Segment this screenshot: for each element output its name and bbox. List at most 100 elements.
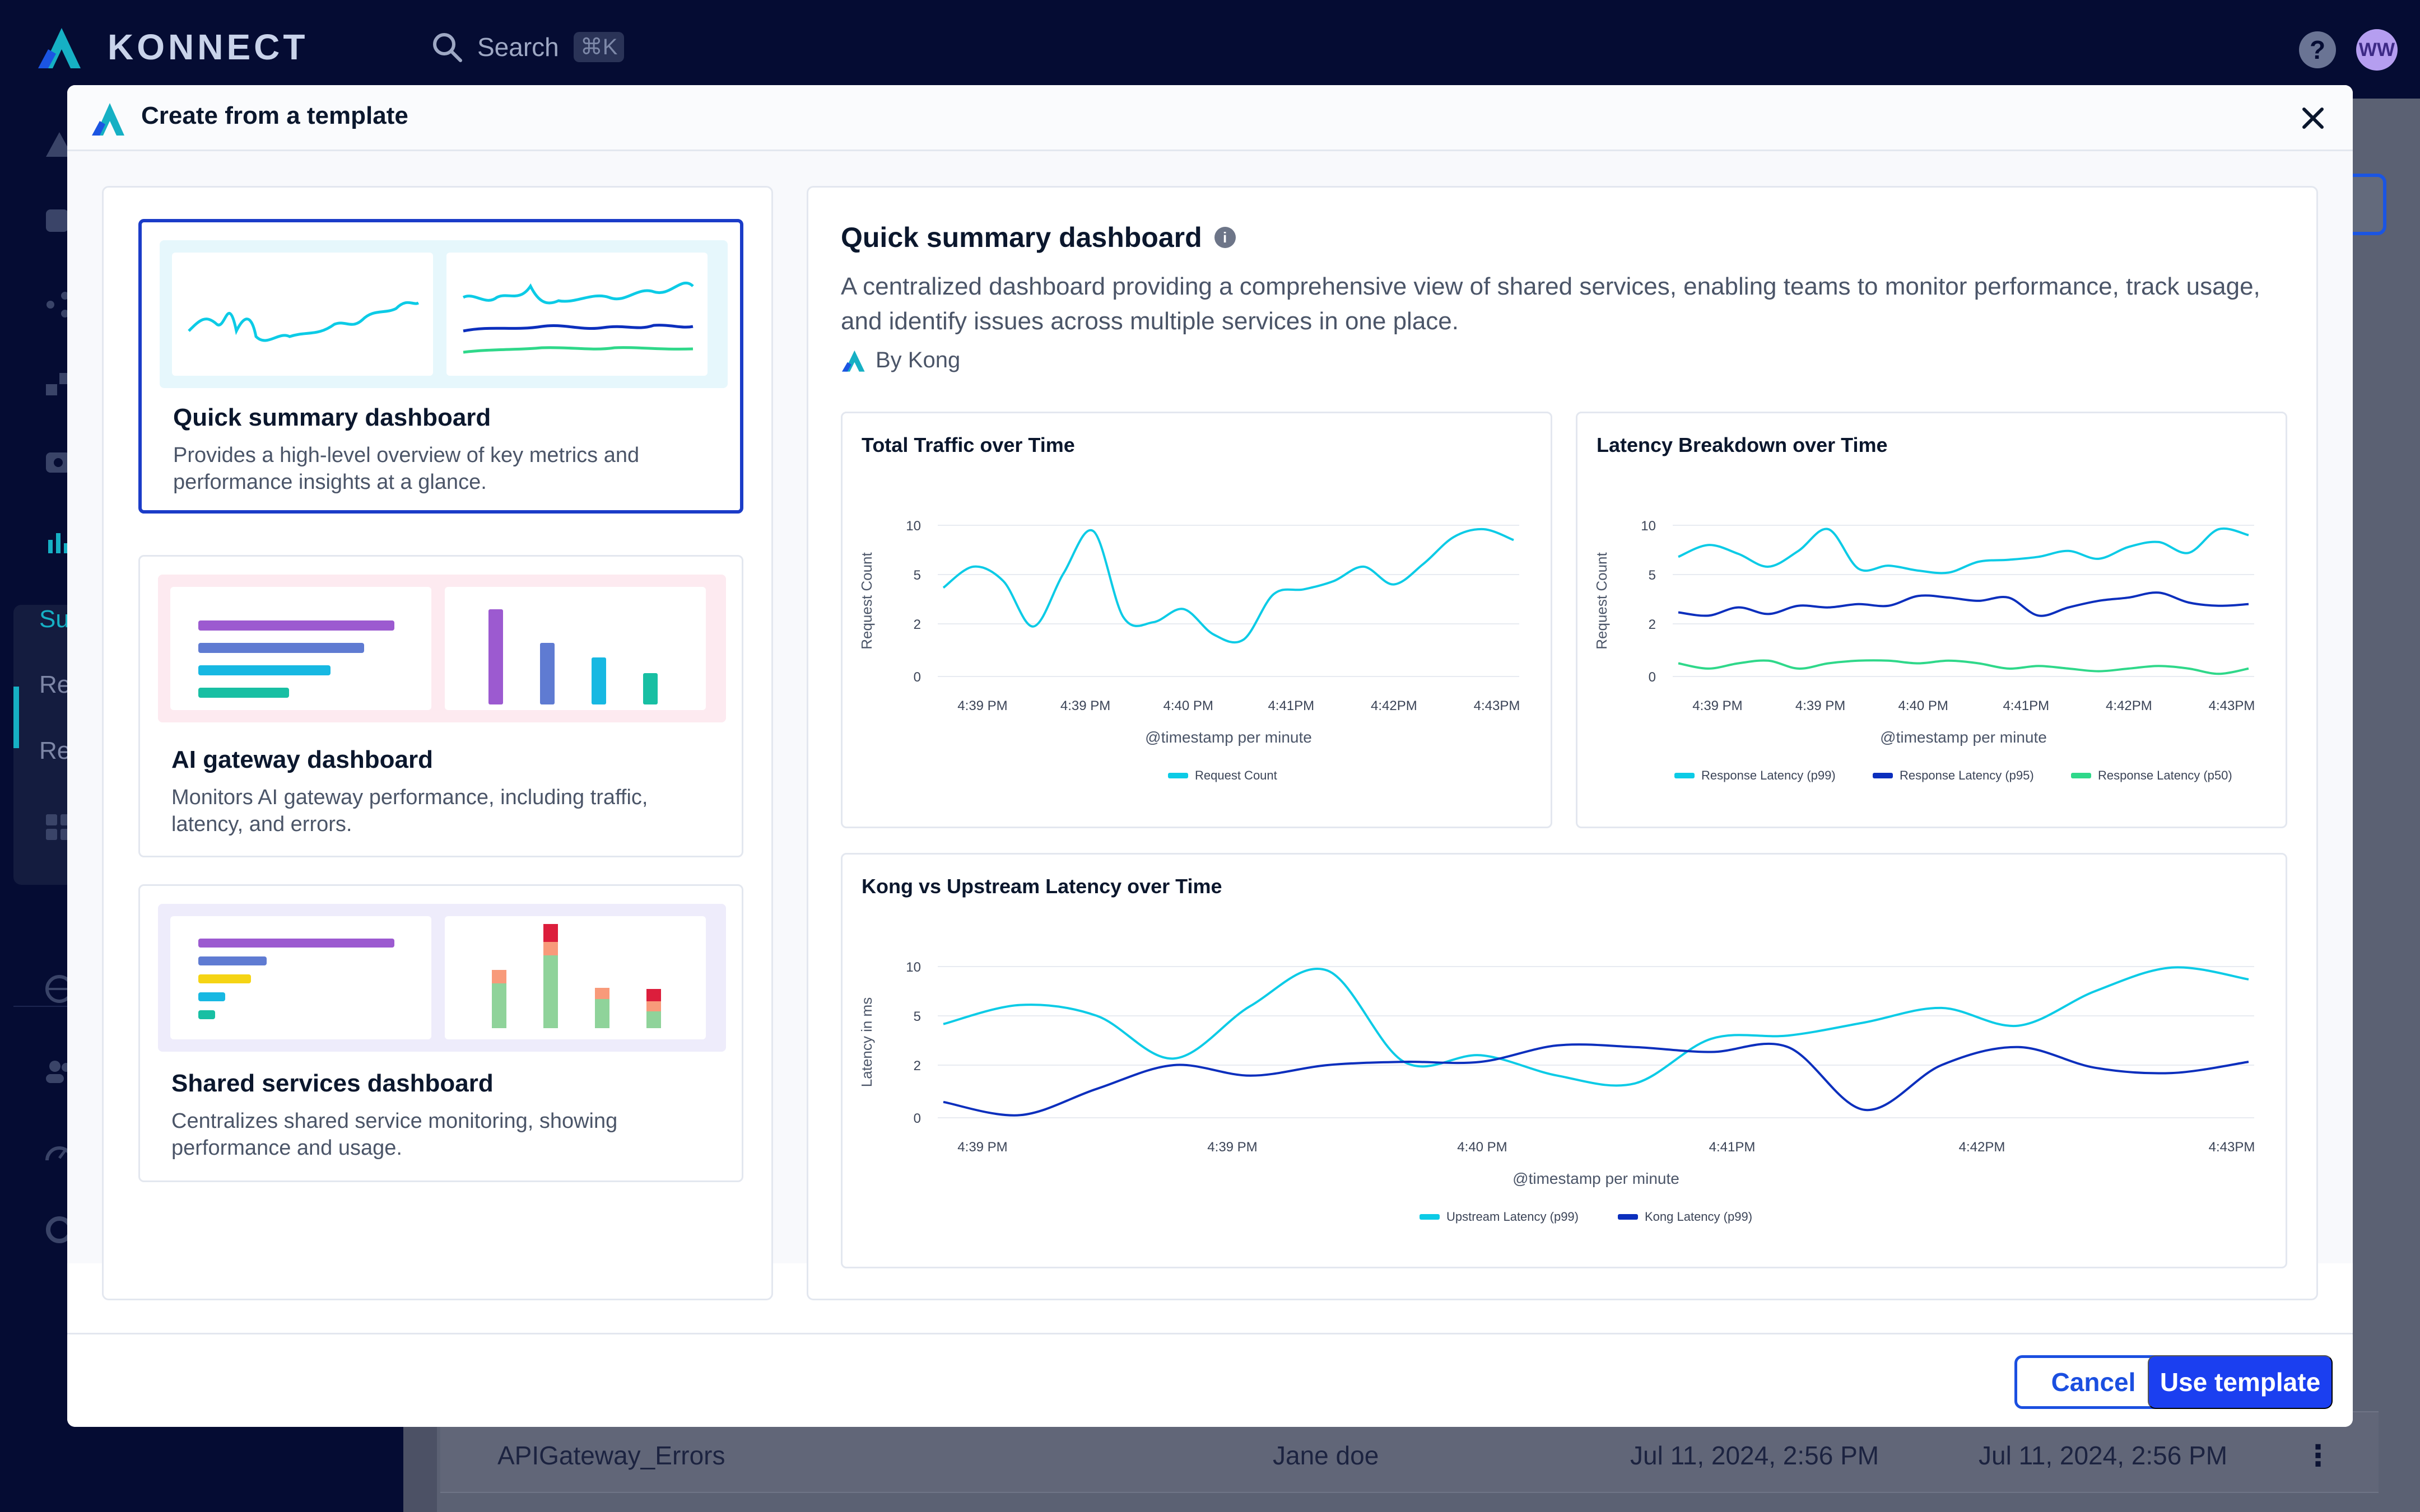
x-tick-label: 4:41PM	[2003, 698, 2049, 713]
search-label: Search	[477, 32, 559, 62]
sidebar-item-reports[interactable]: Re	[39, 737, 71, 764]
y-tick-label: 10	[906, 519, 921, 534]
legend-label: Response Latency (p95)	[1900, 768, 2034, 782]
chart-latency-breakdown: Latency Breakdown over Time 10 5 2 0 Request…	[1576, 412, 2287, 828]
chart-canvas: 10 5 2 0 Latency in ms 4:39 PM 4:39 PM 4:40 PM 4…	[858, 960, 2255, 1224]
x-axis-label: @timestamp per minute	[1145, 729, 1312, 746]
legend-label: Upstream Latency (p99)	[1446, 1210, 1579, 1224]
thumbnail-hbar-chart	[198, 939, 394, 1019]
row-actions-icon[interactable]: ⋮	[2303, 1440, 2333, 1472]
x-tick-label: 4:39 PM	[957, 1140, 1007, 1155]
legend-label: Response Latency (p99)	[1701, 768, 1836, 782]
legend-swatch	[1420, 1214, 1440, 1220]
chart-canvas: 10 5 2 0 Request Count 4:39 PM 4:39 PM 4:40 PM 4…	[858, 519, 1520, 782]
row-owner: Jane doe	[1273, 1441, 1379, 1470]
cancel-button[interactable]: Cancel	[2014, 1355, 2172, 1409]
thumbnail-line-charts	[160, 240, 728, 388]
thumbnail-hbar-chart	[198, 620, 394, 698]
template-description: Monitors AI gateway performance, includi…	[171, 786, 648, 836]
template-title: Shared services dashboard	[171, 1070, 494, 1097]
y-tick-label: 10	[906, 960, 921, 975]
template-card-shared-services[interactable]: Shared services dashboard Centralizes sh…	[138, 884, 743, 1182]
x-tick-label: 4:40 PM	[1898, 698, 1948, 713]
legend: Upstream Latency (p99) Kong Latency (p99)	[1420, 1210, 1752, 1224]
x-tick-label: 4:40 PM	[1457, 1140, 1507, 1155]
thumbnail-vbar-chart	[488, 609, 658, 704]
kong-logo-icon	[92, 103, 124, 136]
row-name[interactable]: APIGateway_Errors	[497, 1441, 725, 1470]
y-tick-label: 10	[1641, 519, 1656, 534]
mesh-nav-icon[interactable]	[43, 288, 76, 321]
y-axis-label: Latency in ms	[858, 997, 875, 1087]
template-preview: Quick summary dashboard i A centralized …	[807, 186, 2318, 1300]
modal-title: Create from a template	[141, 102, 408, 129]
x-tick-label: 4:39 PM	[1207, 1140, 1257, 1155]
template-description: Centralizes shared service monitoring, s…	[171, 1109, 618, 1160]
series-line	[942, 528, 1514, 644]
template-description: Provides a high-level overview of key me…	[173, 444, 640, 494]
legend-label: Kong Latency (p99)	[1645, 1210, 1752, 1224]
brand-name: KONNECT	[108, 27, 309, 67]
y-tick-label: 0	[914, 670, 921, 685]
x-tick-label: 4:39 PM	[1060, 698, 1110, 713]
kong-logo-icon	[842, 350, 865, 372]
chart-canvas: 10 5 2 0 Request Count 4:39 PM 4:39 PM 4:40 PM 4…	[1593, 519, 2255, 782]
row-modified: Jul 11, 2024, 2:56 PM	[1979, 1441, 2228, 1470]
chart-title: Kong vs Upstream Latency over Time	[862, 875, 1222, 898]
template-card-ai-gateway[interactable]: AI gateway dashboard Monitors AI gateway…	[138, 555, 743, 857]
analytics-nav-icon[interactable]	[43, 524, 76, 558]
x-tick-label: 4:42PM	[1371, 698, 1417, 713]
preview-description: A centralized dashboard providing a comp…	[841, 273, 2260, 335]
kong-logo-icon	[38, 28, 81, 68]
series-line	[943, 1042, 2249, 1117]
api-products-nav-icon[interactable]	[43, 446, 76, 479]
legend: Request Count	[1168, 768, 1277, 782]
thumbnail-line-chart	[188, 301, 420, 342]
close-icon[interactable]	[2297, 102, 2329, 134]
modal-footer	[67, 1333, 2353, 1427]
y-tick-label: 5	[914, 568, 921, 583]
x-tick-label: 4:39 PM	[1795, 698, 1845, 713]
template-list: Quick summary dashboard Provides a high-…	[102, 186, 773, 1300]
y-tick-label: 2	[1649, 617, 1656, 632]
series-line	[1678, 527, 2249, 575]
search-icon	[433, 33, 462, 62]
x-tick-label: 4:40 PM	[1164, 698, 1213, 713]
sidebar-item-requests[interactable]: Re	[39, 671, 71, 698]
chart-title: Latency Breakdown over Time	[1597, 433, 1888, 456]
thumbnail-bar-charts	[158, 575, 726, 722]
brand[interactable]: KONNECT	[37, 25, 308, 69]
user-avatar[interactable]: WW	[2356, 29, 2398, 71]
preview-author: By Kong	[876, 348, 961, 372]
legend-swatch	[1168, 773, 1188, 778]
gateway-nav-icon[interactable]	[43, 128, 76, 161]
y-tick-label: 2	[914, 1058, 921, 1074]
sidebar-item-summary[interactable]: Su	[39, 605, 69, 633]
x-tick-label: 4:43PM	[1474, 698, 1520, 713]
thumbnail-stacked-bar-chart	[492, 924, 661, 1028]
info-icon[interactable]: i	[1214, 227, 1236, 248]
series-line	[943, 966, 2249, 1087]
x-tick-label: 4:42PM	[1959, 1140, 2005, 1155]
series-line	[1678, 591, 2249, 617]
top-bar: KONNECT Search ⌘K ? WW	[0, 0, 2420, 99]
y-tick-label: 5	[1649, 568, 1656, 583]
x-tick-label: 4:41PM	[1709, 1140, 1756, 1155]
legend-swatch	[1674, 773, 1695, 778]
thumbnail-multi-line-chart	[462, 281, 694, 354]
help-icon[interactable]: ?	[2299, 31, 2336, 68]
teams-nav-icon[interactable]	[43, 1055, 76, 1089]
chart-kong-vs-upstream: Kong vs Upstream Latency over Time 10 5 2 0…	[841, 853, 2287, 1268]
x-axis-label: @timestamp per minute	[1880, 729, 2047, 746]
y-tick-label: 2	[914, 617, 921, 632]
template-modal: Create from a template	[67, 85, 2353, 1427]
x-tick-label: 4:42PM	[2106, 698, 2152, 713]
x-tick-label: 4:41PM	[1268, 698, 1314, 713]
x-tick-label: 4:43PM	[2209, 1140, 2255, 1155]
use-template-button[interactable]: Use template	[2148, 1355, 2333, 1409]
search-trigger[interactable]: Search ⌘K	[431, 31, 625, 63]
template-card-quick-summary[interactable]: Quick summary dashboard Provides a high-…	[138, 219, 743, 514]
thumbnail-mixed-charts	[158, 904, 726, 1052]
legend: Response Latency (p99) Response Latency (…	[1674, 768, 2232, 782]
catalog-nav-icon[interactable]	[43, 205, 76, 239]
